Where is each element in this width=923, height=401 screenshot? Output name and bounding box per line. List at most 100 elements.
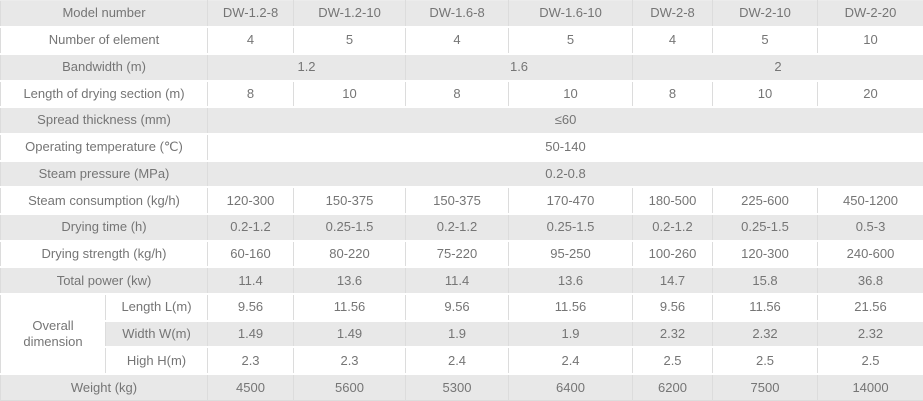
cell-value: 120-300	[207, 186, 295, 215]
cell-value: 1.9	[405, 319, 510, 349]
cell-value: 21.56	[817, 293, 923, 322]
cell-value: 60-160	[207, 239, 295, 269]
cell-value: 9.56	[405, 293, 510, 322]
cell-value: 100-260	[632, 239, 714, 269]
cell-value: 10	[712, 79, 819, 109]
cell-value: 0.2-1.2	[405, 213, 510, 242]
cell-value: 10	[508, 79, 634, 109]
dimension-sub-label: Length L(m)	[104, 293, 209, 322]
dimension-sub-label: Width W(m)	[104, 319, 209, 349]
table-row-dimension-high: High H(m) 2.3 2.3 2.4 2.4 2.5 2.5 2.5	[1, 346, 923, 376]
table-row-steam-consumption: Steam consumption (kg/h) 120-300 150-375…	[0, 186, 923, 215]
cell-value: 8	[207, 79, 295, 109]
cell-value: 80-220	[293, 239, 407, 269]
cell-value: 1.9	[508, 319, 634, 349]
cell-value: 240-600	[817, 239, 923, 269]
cell-value: 150-375	[405, 186, 510, 215]
cell-value: 9.56	[632, 293, 714, 322]
table-row-dimension-length: Overall dimension Length L(m) 9.56 11.56…	[0, 293, 923, 376]
cell-value: 5300	[405, 373, 510, 401]
cell-value: 20	[817, 79, 923, 109]
table-row-dimension-width: Width W(m) 1.49 1.49 1.9 1.9 2.32 2.32 2…	[1, 319, 923, 349]
table-row-spread-thickness: Spread thickness (mm) ≤60	[0, 106, 923, 135]
table-row-model-number: Model number DW-1.2-8 DW-1.2-10 DW-1.6-8…	[0, 0, 923, 29]
row-label: Steam pressure (MPa)	[0, 159, 209, 189]
cell-value: 2.5	[632, 346, 714, 376]
cell-value: 2.32	[712, 319, 819, 349]
cell-value: 150-375	[293, 186, 407, 215]
model-header-cell: DW-1.2-8	[207, 0, 295, 29]
cell-value: 6400	[508, 373, 634, 401]
row-label: Operating temperature (℃)	[0, 132, 209, 162]
cell-value: 7500	[712, 373, 819, 401]
model-header-cell: DW-2-10	[712, 0, 819, 29]
cell-value: 4	[632, 26, 714, 55]
cell-value: 5600	[293, 373, 407, 401]
cell-value: 2.32	[632, 319, 714, 349]
row-label: Drying time (h)	[0, 213, 209, 242]
row-label: Model number	[0, 0, 209, 29]
cell-value: 15.8	[712, 266, 819, 296]
row-label: Spread thickness (mm)	[0, 106, 209, 135]
cell-value: 13.6	[508, 266, 634, 296]
table-row-drying-time: Drying time (h) 0.2-1.2 0.25-1.5 0.2-1.2…	[0, 213, 923, 242]
cell-value: 4500	[207, 373, 295, 401]
model-header-cell: DW-2-8	[632, 0, 714, 29]
cell-value-merged: 0.2-0.8	[207, 159, 923, 189]
cell-value: 36.8	[817, 266, 923, 296]
cell-value: 450-1200	[817, 186, 923, 215]
cell-value: 2.4	[508, 346, 634, 376]
cell-value: 75-220	[405, 239, 510, 269]
cell-value: 5	[293, 26, 407, 55]
cell-value: 13.6	[293, 266, 407, 296]
row-label: Length of drying section (m)	[0, 79, 209, 109]
cell-value-merged: 1.6	[405, 52, 634, 82]
cell-value: 120-300	[712, 239, 819, 269]
cell-value: 2.3	[207, 346, 295, 376]
table-row-operating-temperature: Operating temperature (℃) 50-140	[0, 132, 923, 162]
table-row-number-of-element: Number of element 4 5 4 5 4 5 10	[0, 26, 923, 55]
model-header-cell: DW-1.6-8	[405, 0, 510, 29]
table-row-steam-pressure: Steam pressure (MPa) 0.2-0.8	[0, 159, 923, 189]
cell-value: 225-600	[712, 186, 819, 215]
cell-value: 9.56	[207, 293, 295, 322]
model-header-cell: DW-2-20	[817, 0, 923, 29]
cell-value: 14000	[817, 373, 923, 401]
cell-value: 0.2-1.2	[207, 213, 295, 242]
cell-value-merged: 50-140	[207, 132, 923, 162]
cell-value: 2.3	[293, 346, 407, 376]
row-label: Weight (kg)	[0, 373, 209, 401]
cell-value: 0.5-3	[817, 213, 923, 242]
cell-value: 180-500	[632, 186, 714, 215]
table-row-drying-section-length: Length of drying section (m) 8 10 8 10 8…	[0, 79, 923, 109]
cell-value: 10	[293, 79, 407, 109]
cell-value: 0.25-1.5	[293, 213, 407, 242]
table-row-bandwidth: Bandwidth (m) 1.2 1.6 2	[0, 52, 923, 82]
cell-value: 0.25-1.5	[508, 213, 634, 242]
cell-value: 1.49	[293, 319, 407, 349]
cell-value: 2.32	[817, 319, 923, 349]
row-label: Total power (kw)	[0, 266, 209, 296]
cell-value: 11.56	[293, 293, 407, 322]
cell-value: 2.5	[712, 346, 819, 376]
cell-value: 10	[817, 26, 923, 55]
cell-value: 1.49	[207, 319, 295, 349]
dimension-sub-label: High H(m)	[104, 346, 209, 376]
row-label: Bandwidth (m)	[0, 52, 209, 82]
table-row-total-power: Total power (kw) 11.4 13.6 11.4 13.6 14.…	[0, 266, 923, 296]
cell-value: 95-250	[508, 239, 634, 269]
table-row-weight: Weight (kg) 4500 5600 5300 6400 6200 750…	[0, 373, 923, 401]
row-label: Drying strength (kg/h)	[0, 239, 209, 269]
cell-value: 11.4	[405, 266, 510, 296]
cell-value: 11.56	[712, 293, 819, 322]
model-header-cell: DW-1.2-10	[293, 0, 407, 29]
cell-value: 8	[632, 79, 714, 109]
cell-value: 8	[405, 79, 510, 109]
cell-value: 2.4	[405, 346, 510, 376]
cell-value: 0.25-1.5	[712, 213, 819, 242]
cell-value: 5	[508, 26, 634, 55]
cell-value-merged: 2	[632, 52, 923, 82]
table-row-drying-strength: Drying strength (kg/h) 60-160 80-220 75-…	[0, 239, 923, 269]
